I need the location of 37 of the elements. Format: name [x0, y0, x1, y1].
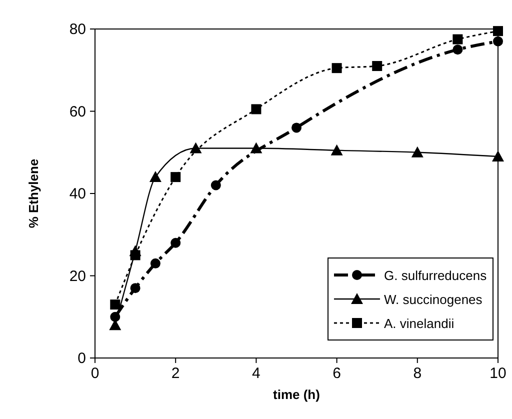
point	[129, 245, 142, 256]
point	[170, 238, 181, 248]
point	[130, 283, 140, 294]
point	[493, 36, 503, 46]
point	[292, 122, 302, 133]
point	[149, 171, 162, 182]
y-axis-title: % Ethylene	[26, 158, 41, 228]
point	[110, 300, 120, 310]
y-tick-label: 80	[69, 21, 86, 38]
legend-label: G. sulfurreducens	[384, 268, 488, 283]
y-tick-label: 0	[78, 350, 86, 367]
x-tick-label: 6	[332, 365, 341, 382]
legend-label: A. vinelandii	[384, 316, 454, 331]
point	[493, 26, 503, 36]
point	[452, 34, 463, 44]
x-tick-label: 10	[490, 365, 506, 382]
x-tick-label: 0	[90, 365, 100, 382]
point	[492, 150, 504, 162]
point	[330, 144, 343, 156]
point	[210, 180, 221, 190]
x-tick-label: 4	[252, 365, 260, 382]
point	[150, 258, 160, 268]
point	[110, 312, 120, 322]
y-tick-label: 60	[69, 103, 86, 120]
point	[411, 146, 424, 158]
point	[170, 172, 181, 182]
point	[332, 63, 342, 74]
point	[251, 104, 262, 114]
y-tick-label: 20	[69, 268, 86, 285]
legend-label: W. succinogenes	[384, 292, 483, 307]
x-axis-title: time (h)	[273, 387, 320, 402]
x-tick-label: 2	[171, 365, 180, 382]
y-tick-label: 40	[69, 186, 86, 202]
x-tick-label: 8	[413, 365, 422, 382]
point	[372, 61, 382, 72]
point	[190, 142, 202, 154]
point	[452, 44, 463, 55]
